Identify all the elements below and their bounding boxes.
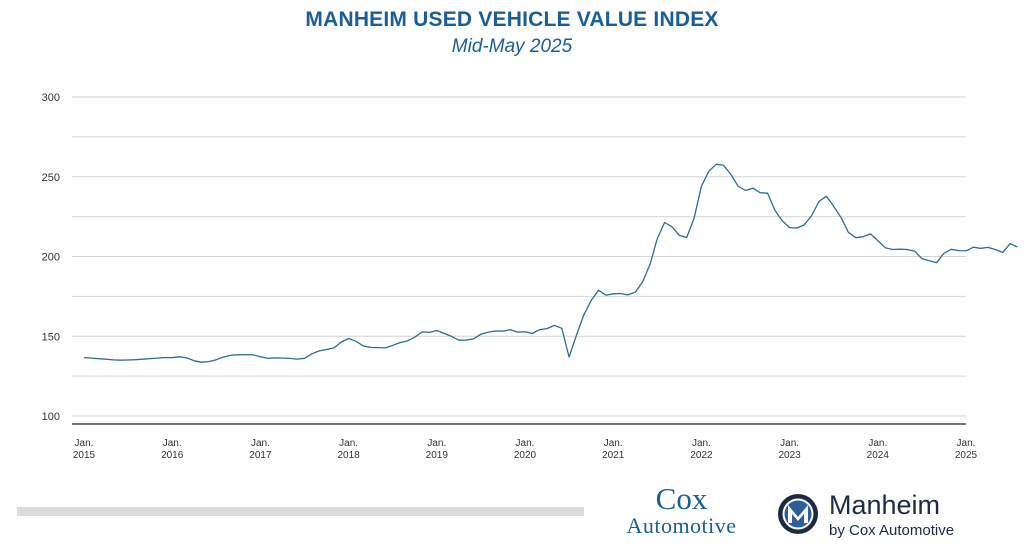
x-tick-label: Jan. 2024	[867, 438, 890, 461]
cox-automotive-logo: Cox Automotive	[604, 481, 759, 538]
manheim-logo-name: Manheim	[829, 490, 941, 520]
y-tick-label: 150	[42, 331, 60, 343]
x-tick-label: Jan. 2023	[778, 438, 801, 461]
manheim-logo-tagline: by Cox Automotive	[829, 522, 955, 539]
series-group: 205.9	[83, 163, 1018, 363]
footer-divider-bar	[17, 507, 584, 516]
manheim-logo: Manheim by Cox Automotive	[829, 490, 954, 540]
x-tick-label: Jan. 2019	[426, 438, 449, 461]
y-tick-label: 200	[42, 252, 60, 264]
line-chart: 300 250 200 150 100 Jan. 2015 Jan. 2016 Jan. 2017…	[42, 92, 1018, 461]
x-tick-label: Jan. 2016	[161, 438, 184, 461]
series-line	[83, 163, 1018, 363]
x-tick-label: Jan. 2015	[73, 438, 96, 461]
cox-logo-line1: Cox	[655, 481, 708, 516]
chart-subtitle: Mid-May 2025	[451, 36, 573, 57]
y-tick-label: 100	[42, 411, 60, 423]
x-tick-label: Jan. 2022	[690, 438, 713, 461]
x-tick-label: Jan. 2018	[337, 438, 360, 461]
chart-title: MANHEIM USED VEHICLE VALUE INDEX	[305, 8, 719, 31]
manheim-emblem-icon	[778, 494, 818, 534]
x-axis-ticks: Jan. 2015 Jan. 2016 Jan. 2017 Jan. 2018 Jan. 2019…	[73, 438, 978, 461]
y-tick-label: 300	[42, 92, 60, 104]
gridlines	[72, 96, 966, 425]
x-tick-label: Jan. 2020	[514, 438, 537, 461]
y-axis-ticks: 300 250 200 150 100	[42, 92, 60, 423]
x-tick-label: Jan. 2025	[955, 438, 978, 461]
x-tick-label: Jan. 2021	[602, 438, 625, 461]
cox-logo-line2: Automotive	[626, 513, 737, 538]
x-tick-label: Jan. 2017	[249, 438, 272, 461]
y-tick-label: 250	[42, 172, 60, 184]
